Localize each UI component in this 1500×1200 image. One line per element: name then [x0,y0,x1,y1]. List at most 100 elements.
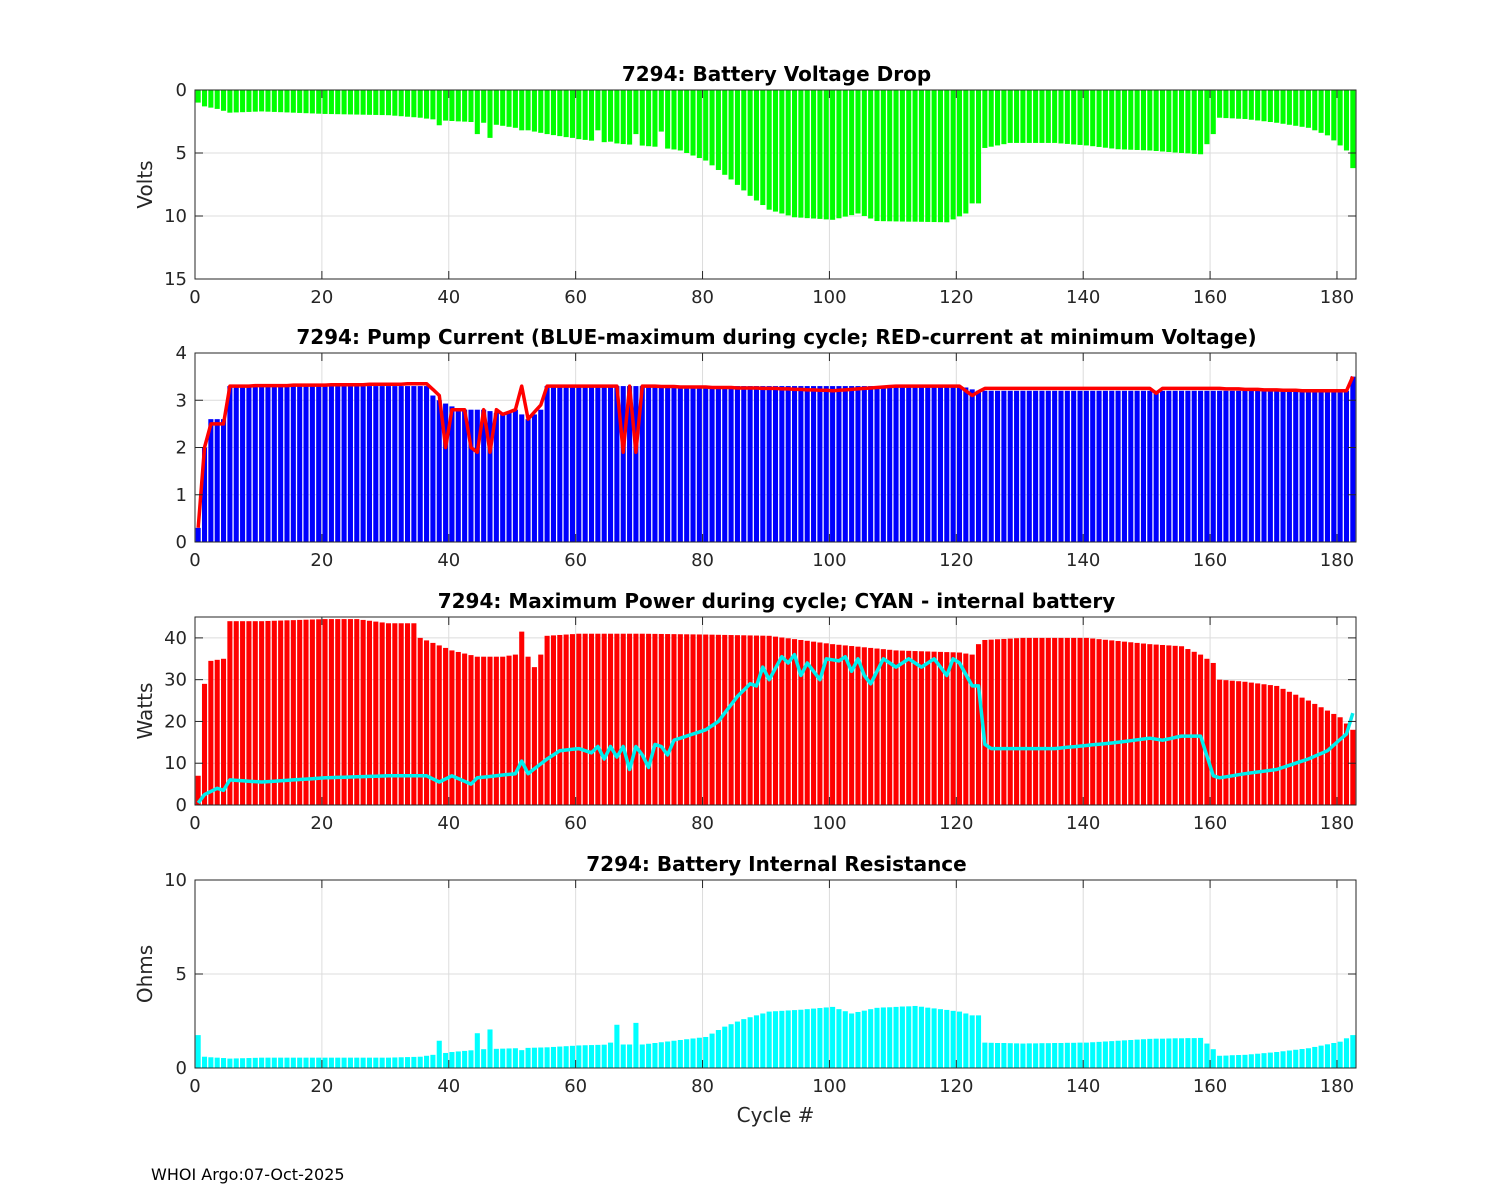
y-tick-label: 10 [164,870,187,891]
bar [576,90,582,140]
bar [373,386,379,542]
bar [855,1011,861,1068]
bar [557,90,563,137]
bar [227,90,233,113]
bar [811,90,817,219]
bar [449,406,455,542]
bar [1305,390,1311,542]
bar [550,1046,556,1068]
bar [259,621,265,805]
bar [474,1033,480,1068]
bar [1153,90,1159,151]
bar [690,386,696,542]
bar [449,90,455,121]
bar [481,409,487,542]
bar [297,1057,303,1068]
bar [614,386,620,542]
bar [874,90,880,222]
bar [925,1007,931,1068]
bar [271,1057,277,1068]
bar [550,90,556,136]
bar [1159,390,1166,542]
bar [582,90,588,140]
x-tick-label: 40 [437,1076,460,1097]
bar [252,621,258,805]
bar [779,386,785,542]
bar [709,90,715,166]
bar [1293,390,1299,542]
bar [474,90,480,135]
bar [849,386,855,542]
bar [462,409,468,542]
bar [424,640,430,805]
bar-series [195,619,1356,805]
bar [322,90,328,114]
bar [366,90,373,115]
bar [842,1011,848,1068]
bar [823,1007,829,1068]
bar [1077,637,1083,805]
bar [620,633,626,805]
bar [887,649,893,805]
bar [1280,688,1286,805]
bar [658,386,664,542]
x-tick-label: 80 [691,813,714,834]
bar [1229,90,1235,119]
bar [855,386,861,542]
bar [195,775,201,805]
bar [436,645,442,805]
bar [1185,649,1191,805]
bar [608,633,614,805]
bar [1001,390,1007,542]
bar [1280,1051,1286,1068]
bar [1166,390,1172,542]
bar [893,90,899,222]
bar [1159,1038,1166,1068]
bar [944,90,950,223]
bar [512,409,518,542]
bar [525,1047,531,1068]
bar [798,1009,804,1068]
bar [1090,90,1096,147]
bar [1198,390,1204,542]
bar [588,90,595,141]
bar [538,90,544,133]
bar [550,635,556,805]
bar [1324,390,1330,542]
bar [995,1042,1001,1068]
bar [931,1008,937,1068]
bar [1026,1043,1032,1068]
x-tick-label: 160 [1193,813,1227,834]
bar [1083,1042,1089,1068]
bar [766,635,772,805]
bar [1026,90,1032,143]
bar [804,640,810,805]
bar [785,90,791,216]
x-tick-label: 20 [310,813,333,834]
bar [830,644,836,805]
bar [715,386,721,542]
bar [690,1038,696,1068]
bar [880,1007,886,1068]
bar [519,1050,525,1068]
y-tick-label: 4 [176,343,187,364]
bar [722,1026,728,1068]
bar [1198,1037,1204,1068]
bar [569,634,576,805]
bar [341,1057,347,1068]
bar [1102,639,1108,805]
bar [240,621,246,805]
bar [588,633,595,805]
bar [1039,637,1045,805]
x-tick-label: 20 [310,550,333,571]
bar [411,1056,417,1068]
bar [1343,390,1350,542]
bar [975,90,982,204]
bar [1102,1041,1108,1068]
bar [1071,637,1077,805]
bar [284,1057,290,1068]
bar [538,654,544,805]
bar [1217,390,1223,542]
bar [1318,707,1324,805]
bar [627,386,633,542]
